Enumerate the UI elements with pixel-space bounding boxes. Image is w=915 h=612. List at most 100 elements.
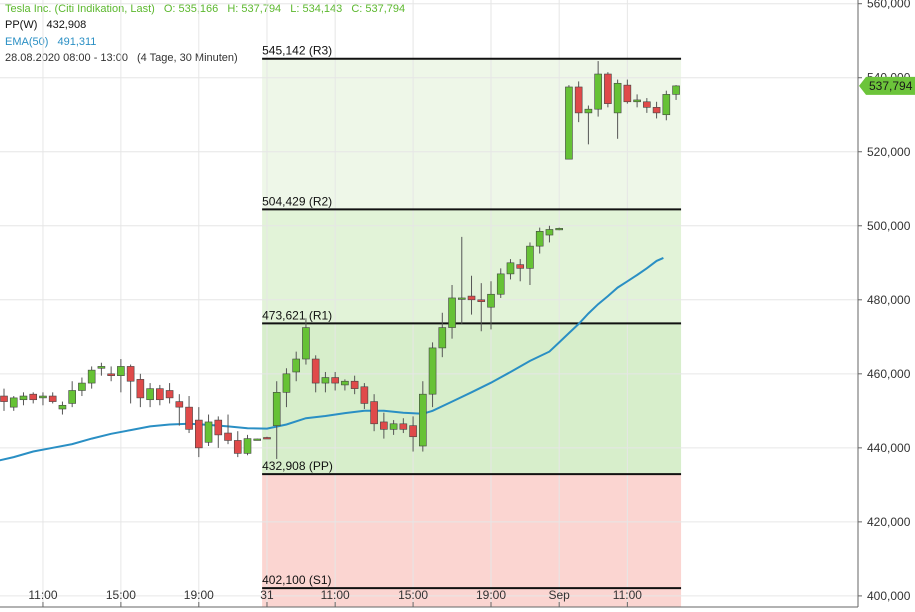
candle-up	[302, 327, 310, 360]
candle-up	[526, 245, 534, 269]
candle-down	[380, 421, 388, 430]
candle-down	[233, 440, 242, 454]
candle-down	[126, 366, 135, 382]
candle-down	[360, 386, 369, 404]
candle-down	[185, 406, 193, 430]
x-axis: 11:00 15:00 19:00 31 11:00 15:00 19:00 Sep 11:00	[0, 588, 858, 608]
x-tick-label: 15:00	[398, 588, 428, 602]
y-tick-label: 500,000	[867, 219, 911, 233]
pivot-label-pp: 432,908 (PP)	[262, 459, 333, 473]
candle-down	[224, 432, 232, 441]
x-tick-label: Sep	[549, 588, 571, 602]
ema-legend-label: EMA(50)	[5, 36, 49, 48]
pivot-zones	[262, 58, 682, 607]
candle-up	[457, 297, 466, 300]
candle-down	[574, 86, 583, 114]
candle-up	[78, 382, 86, 391]
candle-up	[545, 229, 554, 236]
candle-up	[438, 327, 447, 349]
y-tick-label: 420,000	[867, 515, 911, 529]
candle-down	[165, 390, 174, 399]
pivot-legend: PP(W) 432,908	[5, 19, 86, 31]
zone-pp-r1	[262, 323, 682, 475]
y-tick-label: 440,000	[867, 441, 911, 455]
candle-down	[623, 84, 632, 103]
ema-legend-value: 491,311	[57, 36, 97, 48]
candle-up	[292, 358, 301, 373]
zone-s1-pp	[262, 474, 682, 607]
candle-down	[477, 299, 486, 302]
x-tick-label: 15:00	[106, 588, 136, 602]
time-range: 28.08.2020 08:00 - 13:00	[5, 52, 128, 64]
candle-down	[409, 425, 417, 438]
candle-up	[272, 392, 281, 426]
candle-up	[389, 423, 398, 430]
pivot-label-r2: 504,429 (R2)	[262, 194, 332, 208]
candle-down	[331, 377, 339, 384]
time-range-row: 28.08.2020 08:00 - 13:00 (4 Tage, 30 Min…	[5, 52, 238, 64]
candle-down	[48, 395, 57, 402]
candle-up	[428, 347, 437, 395]
last-price-tag: 537,794	[859, 76, 915, 95]
pivot-label-r3: 545,142 (R3)	[262, 44, 332, 58]
ema-line	[0, 256, 664, 462]
candles	[0, 61, 680, 459]
candle-up	[487, 293, 495, 308]
zone-r2-r3	[262, 58, 682, 210]
candle-up	[146, 388, 154, 401]
x-tick-label: 11:00	[613, 588, 642, 602]
y-tick-label: 400,000	[867, 589, 911, 603]
y-tick-label: 460,000	[867, 367, 911, 381]
candle-up	[68, 390, 76, 404]
y-tick-label: 480,000	[867, 293, 911, 307]
candle-up	[496, 273, 505, 295]
chart-title: Tesla Inc. (Citi Indikation, Last)	[5, 3, 155, 15]
close-value: C: 537,794	[351, 3, 406, 15]
candle-down	[195, 419, 203, 449]
candle-down	[516, 264, 525, 269]
candle-down	[175, 401, 184, 408]
candle-down	[0, 395, 8, 402]
candle-up	[633, 99, 641, 103]
candle-up	[87, 369, 96, 384]
candle-down	[467, 295, 476, 301]
candle-up	[662, 94, 671, 116]
candle-up	[253, 438, 262, 441]
candle-down	[263, 437, 271, 440]
candle-up	[19, 395, 28, 401]
candle-up	[535, 231, 544, 247]
candle-up	[58, 404, 67, 410]
candle-up	[584, 108, 593, 114]
candle-up	[506, 262, 515, 275]
candle-up	[204, 421, 213, 443]
candle-down	[311, 358, 320, 384]
candle-up	[594, 73, 602, 110]
ema-legend: EMA(50) 491,311	[5, 36, 96, 48]
pivot-label-r1: 473,621 (R1)	[262, 308, 332, 322]
ema-series-line	[0, 256, 664, 462]
x-tick-label: 31	[260, 588, 274, 602]
candle-down	[604, 73, 612, 104]
candle-up	[321, 377, 330, 384]
pivot-legend-label: PP(W)	[5, 19, 38, 31]
candle-up	[419, 393, 427, 447]
x-tick-label: 11:00	[321, 588, 350, 602]
y-tick-label: 560,000	[867, 0, 911, 11]
candle-down	[29, 393, 38, 401]
y-axis: 400,000 420,000 440,000 460,000 480,000 500,0…	[857, 0, 911, 607]
candle-down	[136, 379, 145, 399]
candle-down	[370, 401, 378, 425]
last-price-label: 537,794	[869, 79, 913, 93]
grid-lines	[0, 0, 858, 607]
candle-up	[555, 228, 563, 231]
open-value: O: 535,166	[163, 3, 219, 15]
low-value: L: 534,143	[290, 3, 343, 15]
pivot-lines: 545,142 (R3) 504,429 (R2) 473,621 (R1) 432,…	[262, 44, 682, 590]
candle-up	[39, 395, 47, 399]
chart-title-row: Tesla Inc. (Citi Indikation, Last) O: 53…	[5, 3, 411, 15]
last-price-badge	[859, 76, 915, 95]
x-tick-label: 11:00	[28, 588, 57, 602]
pivot-label-s1: 402,100 (S1)	[262, 573, 331, 587]
candle-up	[341, 380, 349, 386]
